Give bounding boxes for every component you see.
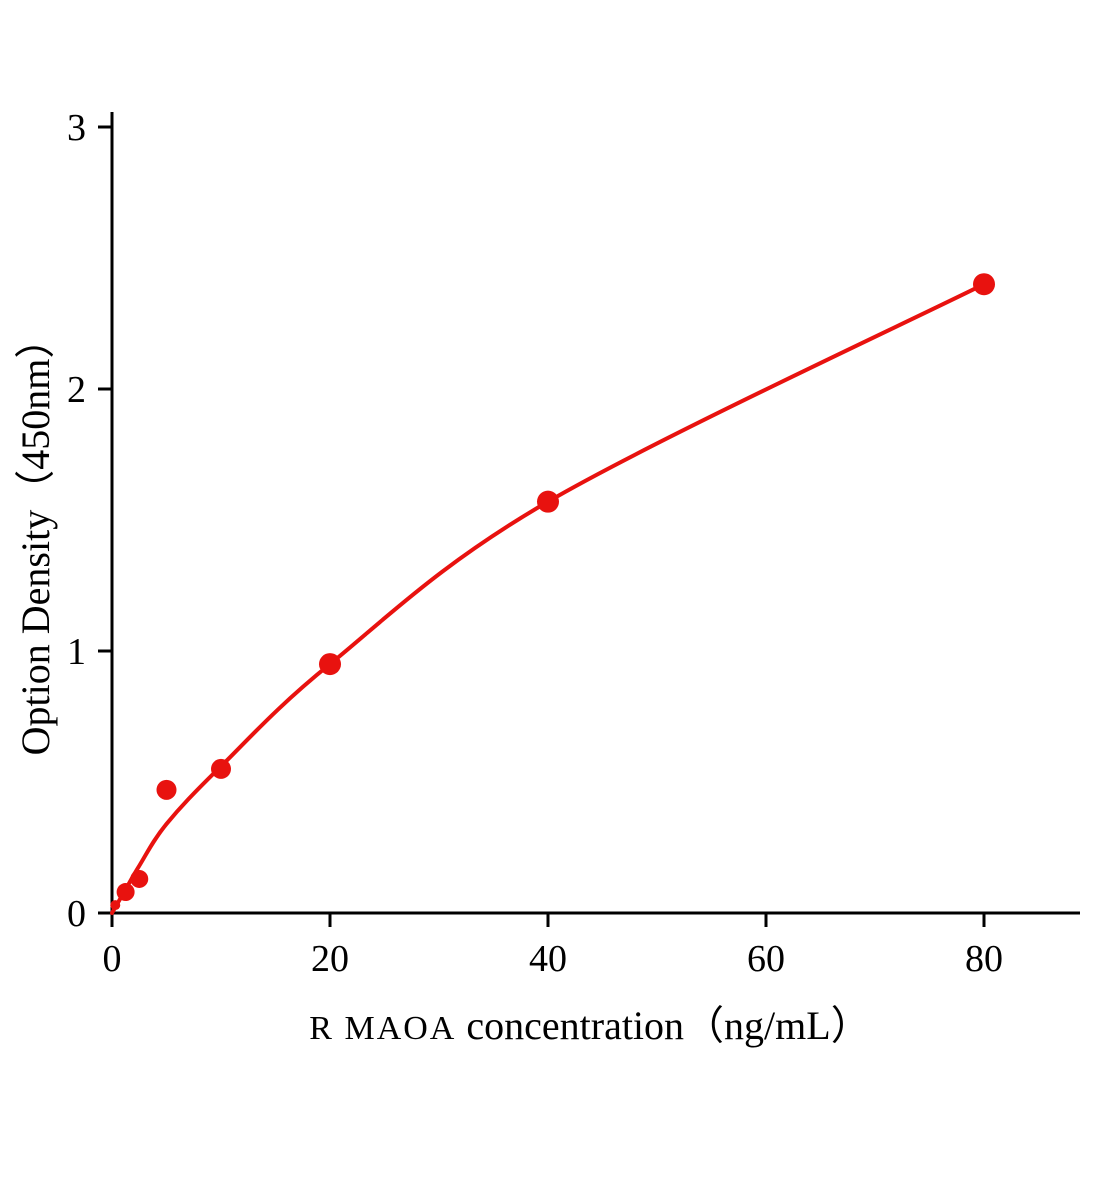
y-axis-title: Option Density（450nm） (3, 319, 61, 756)
y-tick-label: 0 (67, 893, 86, 935)
y-tick-label: 1 (67, 631, 86, 673)
x-axis-title-prefix: R MAOA (309, 1010, 457, 1047)
x-tick-label: 60 (747, 938, 785, 980)
data-point (537, 490, 559, 513)
data-point (130, 869, 149, 888)
data-point (116, 883, 135, 902)
x-tick-label: 80 (965, 938, 1003, 980)
y-tick-label: 2 (67, 369, 86, 411)
x-axis-title: R MAOA concentration（ng/mL） (309, 993, 870, 1051)
data-point (156, 779, 177, 800)
y-tick-label: 3 (67, 107, 86, 149)
x-axis-title-text: concentration（ng/mL） (466, 1003, 871, 1048)
x-tick-label: 20 (311, 938, 349, 980)
x-tick-label: 0 (103, 938, 122, 980)
data-point (973, 273, 995, 296)
data-point (319, 653, 341, 676)
fit-curve (110, 282, 986, 915)
data-point (211, 758, 231, 779)
data-point (110, 900, 121, 911)
x-tick-label: 40 (529, 938, 567, 980)
y-axis-title-text: Option Density（450nm） (13, 318, 58, 756)
